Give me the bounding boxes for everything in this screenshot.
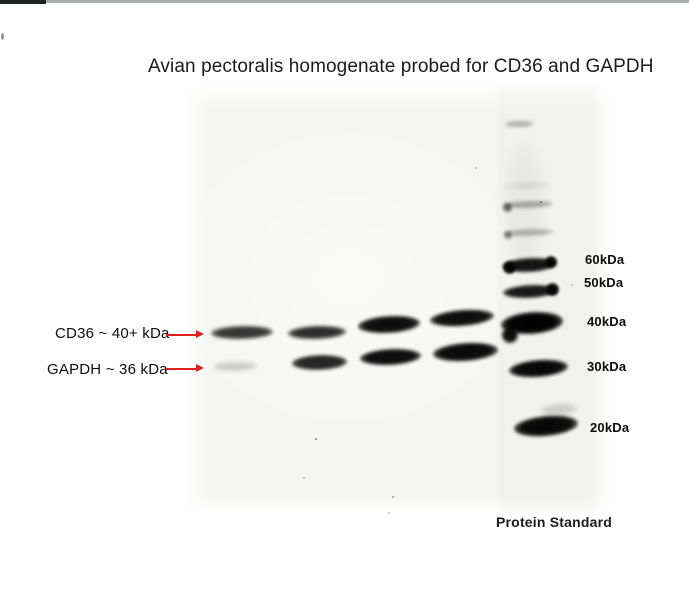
top-edge-accent [0, 0, 46, 4]
cd36-annotation-label: CD36 ~ 40+ kDa [55, 325, 170, 342]
gapdh-annotation-label: GAPDH ~ 36 kDa [47, 361, 168, 378]
top-edge-strip [0, 0, 689, 3]
figure-title: Avian pectoralis homogenate probed for C… [148, 56, 654, 77]
blot-membrane [188, 87, 610, 511]
dust-speck [1, 33, 4, 40]
ladder-lane-background [498, 87, 598, 511]
protein-standard-caption: Protein Standard [496, 514, 612, 530]
dust-speck [388, 512, 390, 514]
